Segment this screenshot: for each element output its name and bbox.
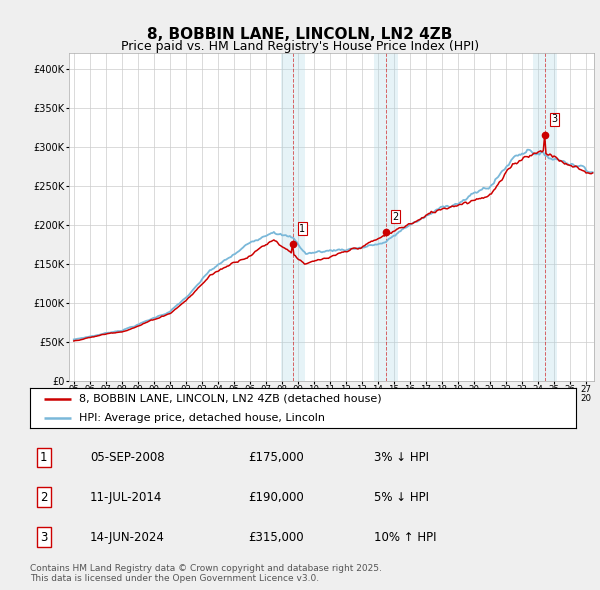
Text: £315,000: £315,000 [248, 530, 304, 543]
Bar [533, 53, 557, 381]
Text: 2: 2 [40, 491, 47, 504]
Text: 10% ↑ HPI: 10% ↑ HPI [374, 530, 436, 543]
Text: 3: 3 [40, 530, 47, 543]
Text: 3: 3 [551, 114, 558, 124]
Text: 2: 2 [392, 212, 399, 222]
Text: 8, BOBBIN LANE, LINCOLN, LN2 4ZB (detached house): 8, BOBBIN LANE, LINCOLN, LN2 4ZB (detach… [79, 394, 382, 404]
Text: HPI: Average price, detached house, Lincoln: HPI: Average price, detached house, Linc… [79, 413, 325, 422]
Text: 5% ↓ HPI: 5% ↓ HPI [374, 491, 429, 504]
Text: Price paid vs. HM Land Registry's House Price Index (HPI): Price paid vs. HM Land Registry's House … [121, 40, 479, 53]
Text: £190,000: £190,000 [248, 491, 304, 504]
Text: Contains HM Land Registry data © Crown copyright and database right 2025.
This d: Contains HM Land Registry data © Crown c… [30, 563, 382, 583]
Bar [281, 53, 305, 381]
Text: 05-SEP-2008: 05-SEP-2008 [90, 451, 164, 464]
Text: 14-JUN-2024: 14-JUN-2024 [90, 530, 165, 543]
Text: 3% ↓ HPI: 3% ↓ HPI [374, 451, 429, 464]
Text: 11-JUL-2014: 11-JUL-2014 [90, 491, 163, 504]
Text: 1: 1 [40, 451, 47, 464]
Bar [374, 53, 398, 381]
Text: 8, BOBBIN LANE, LINCOLN, LN2 4ZB: 8, BOBBIN LANE, LINCOLN, LN2 4ZB [148, 27, 452, 41]
Text: 1: 1 [299, 224, 305, 234]
Text: £175,000: £175,000 [248, 451, 304, 464]
